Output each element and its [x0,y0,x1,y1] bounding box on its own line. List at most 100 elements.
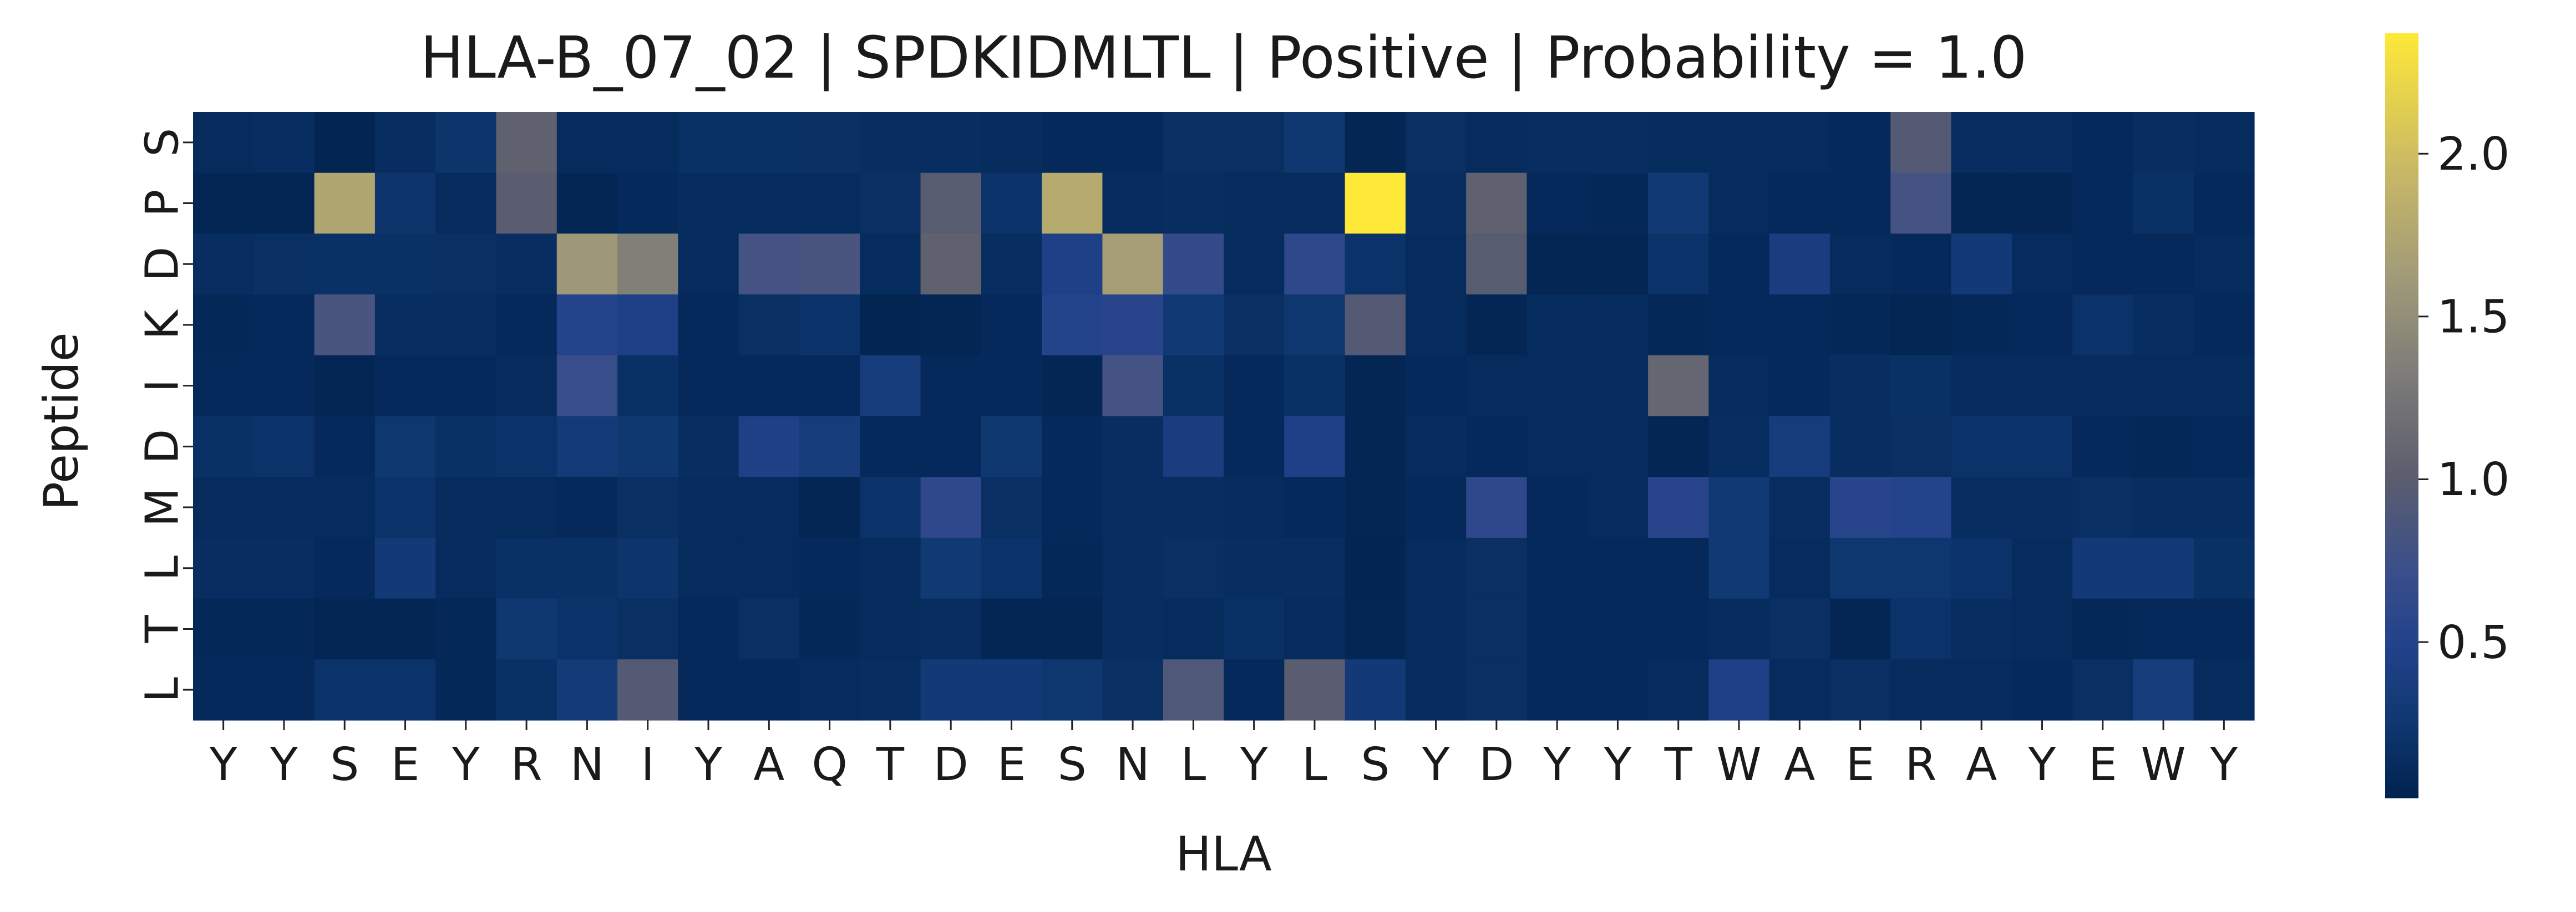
heatmap-cell [2072,416,2134,477]
heatmap-cell [1527,294,1588,356]
heatmap-cell [1527,416,1588,477]
heatmap-cell [374,172,436,234]
heatmap-cell [1527,537,1588,599]
heatmap-cell [1405,477,1467,538]
x-tick-label: D [934,738,968,791]
heatmap-cell [1708,112,1770,174]
x-tick-label: L [1302,738,1327,791]
heatmap-cell [1284,537,1346,599]
heatmap-cell [1829,172,1891,234]
x-tick-label: I [641,738,655,791]
heatmap-cell [1163,172,1224,234]
heatmap-cell [799,112,860,174]
heatmap-cell [1466,112,1528,174]
x-tick-label: L [1181,738,1206,791]
heatmap-cell [1890,112,1952,174]
heatmap-cell [1587,537,1649,599]
heatmap-cell [2193,416,2255,477]
x-tick-label: S [1058,738,1087,791]
heatmap-cell [1042,598,1103,660]
heatmap-cell [1224,598,1285,660]
x-axis-label: HLA [1175,827,1272,882]
heatmap-cell [496,659,557,721]
heatmap-cell [799,416,860,477]
heatmap-cell [2133,537,2194,599]
heatmap-cell [253,233,315,295]
heatmap-cell [860,416,921,477]
heatmap-cell [1708,172,1770,234]
heatmap-cell [1648,294,1709,356]
heatmap-cell [1648,172,1709,234]
heatmap-cell [2133,659,2194,721]
heatmap-cell [2193,537,2255,599]
heatmap-cell [2193,598,2255,660]
heatmap-cell [2072,477,2134,538]
heatmap-cell [1587,294,1649,356]
heatmap-cell [556,477,618,538]
heatmap-cell [435,355,497,417]
x-tick-label: T [1664,738,1693,791]
heatmap-cell [253,172,315,234]
heatmap-cell [1769,355,1830,417]
heatmap-cell [2011,112,2073,174]
heatmap-cell [1890,659,1952,721]
heatmap-cell [1042,172,1103,234]
heatmap-cell [374,112,436,174]
heatmap-cell [556,659,618,721]
heatmap-cell [1951,477,2012,538]
heatmap-cell [496,294,557,356]
heatmap-cell [1527,112,1588,174]
heatmap-cell [2133,477,2194,538]
heatmap-cell [678,172,739,234]
heatmap-cell [1042,355,1103,417]
heatmap-cell [617,659,678,721]
heatmap-cell [1951,233,2012,295]
heatmap-cell [1951,112,2012,174]
heatmap-cell [1587,659,1649,721]
heatmap-cell [617,598,678,660]
x-tick-label: Y [209,738,238,791]
heatmap-cells [193,112,2255,721]
heatmap-cell [1163,294,1224,356]
heatmap-cell [193,112,254,174]
heatmap-cell [1890,598,1952,660]
heatmap-cell [1466,355,1528,417]
heatmap-cell [1405,112,1467,174]
heatmap-cell [2072,233,2134,295]
heatmap-cell [314,416,376,477]
heatmap-cell [1829,416,1891,477]
heatmap-cell [2133,112,2194,174]
heatmap-cell [860,477,921,538]
heatmap-cell [2193,172,2255,234]
heatmap-cell [738,659,800,721]
heatmap-cell [1224,355,1285,417]
heatmap-cell [1587,477,1649,538]
heatmap-cell [738,598,800,660]
colorbar-tick-label: 0.5 [2437,617,2509,669]
heatmap-cell [1102,355,1164,417]
heatmap-cell [1648,233,1709,295]
heatmap-cell [1829,659,1891,721]
heatmap-cell [1102,294,1164,356]
heatmap-cell [1466,294,1528,356]
heatmap-cell [738,233,800,295]
heatmap-cell [981,355,1042,417]
heatmap-cell [678,112,739,174]
heatmap-cell [314,659,376,721]
heatmap-cell [799,537,860,599]
colorbar-tick-label: 2.0 [2437,128,2509,181]
heatmap-cell [1405,416,1467,477]
heatmap-cell [1829,355,1891,417]
x-tick-label: R [1905,738,1936,791]
heatmap-cell [193,659,254,721]
heatmap-cell [2011,598,2073,660]
heatmap-cell [1587,112,1649,174]
heatmap-cell [2011,172,2073,234]
heatmap-cell [1345,659,1406,721]
y-axis-ticks: SPDKIDMLTL [136,128,193,702]
heatmap-cell [1890,537,1952,599]
heatmap-cell [435,537,497,599]
heatmap-cell [556,112,618,174]
heatmap-cell [1829,598,1891,660]
heatmap-cell [981,172,1042,234]
